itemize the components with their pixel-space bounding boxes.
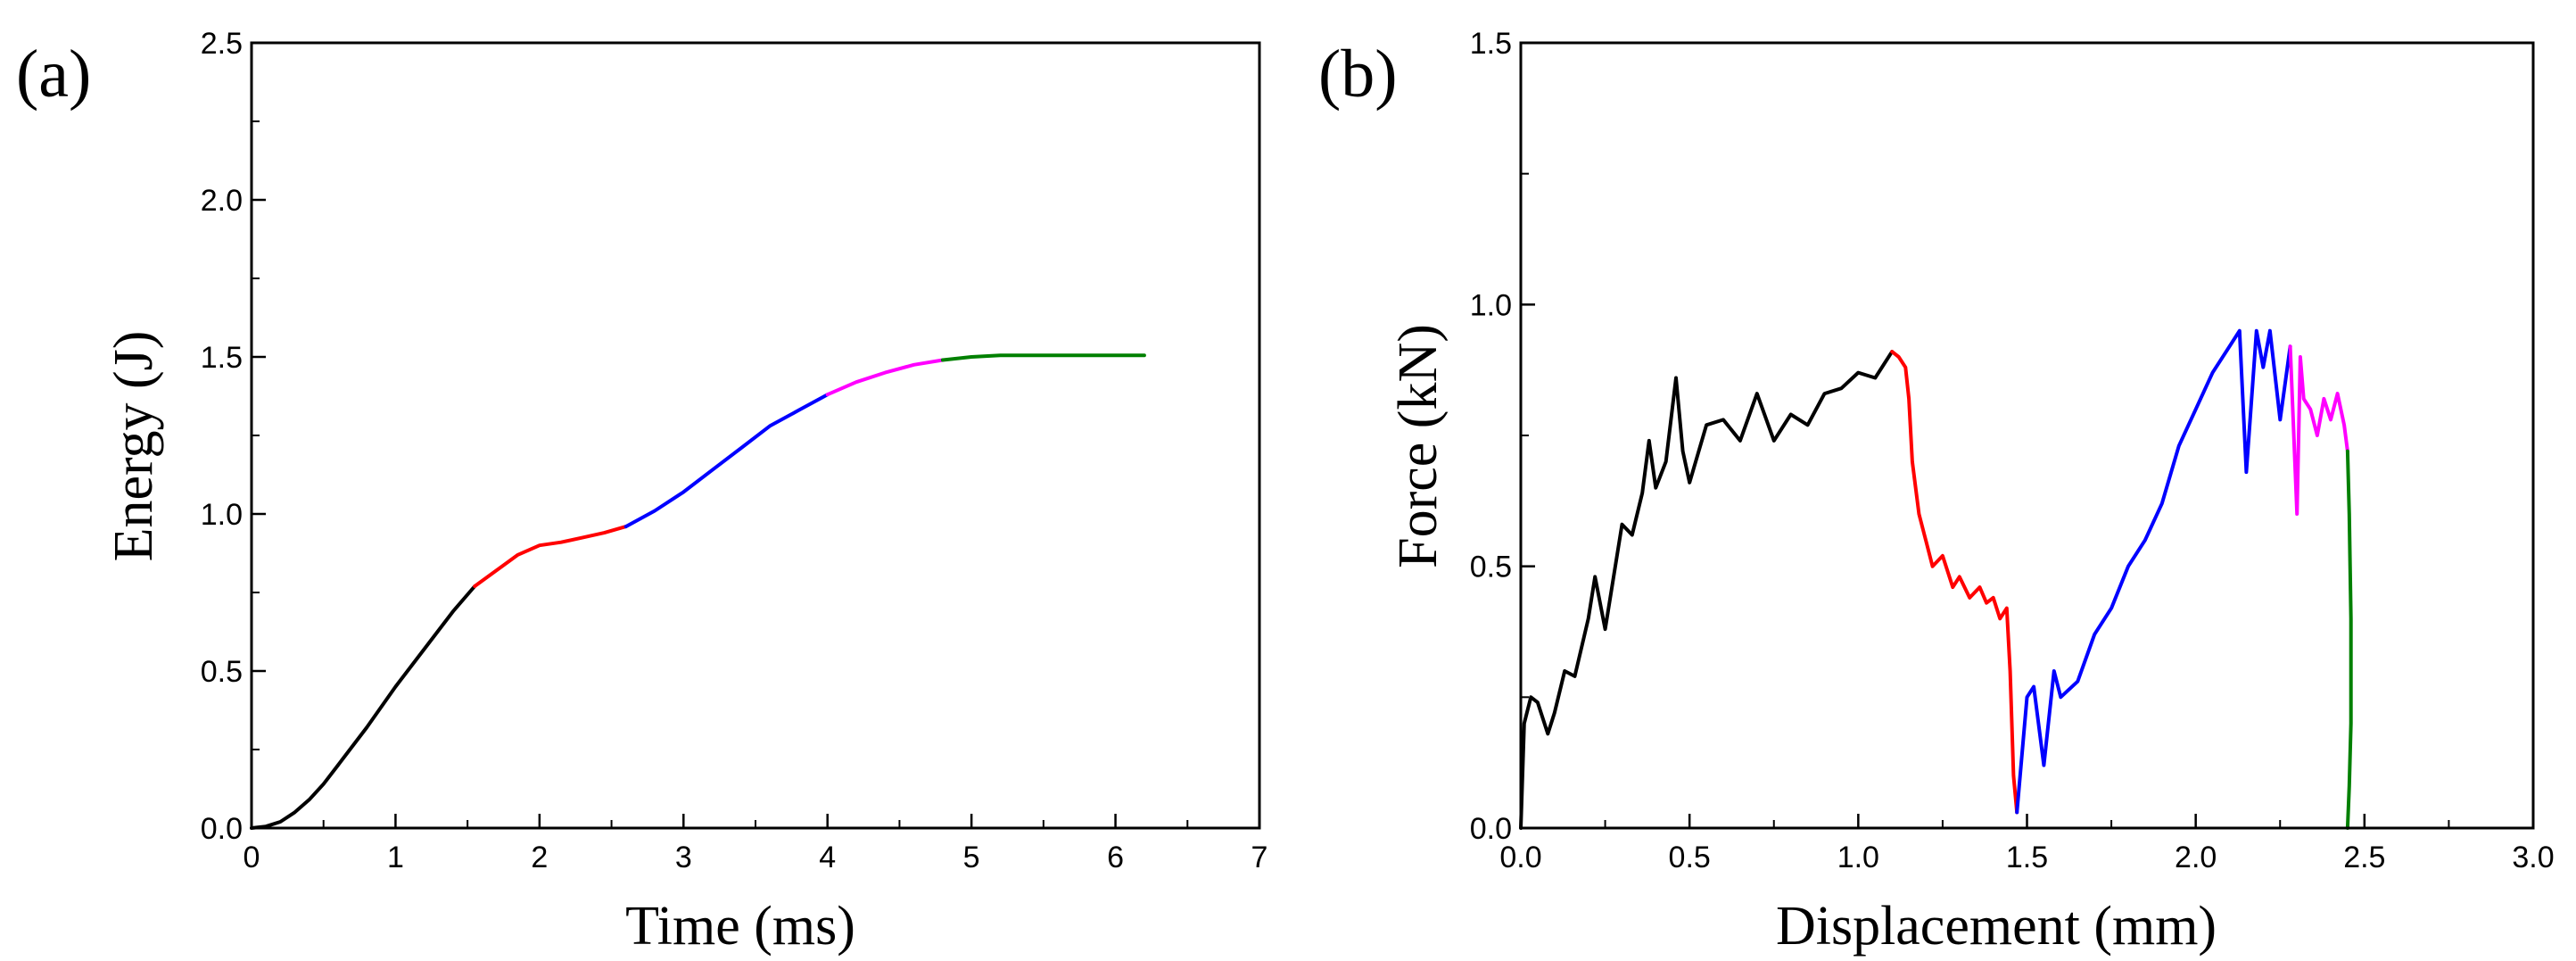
- plot-frame-b: [1519, 41, 2535, 830]
- series-line-b-3: [2288, 344, 2349, 516]
- x-tick-label-a: 0: [244, 841, 260, 874]
- series-line-a-1: [473, 525, 628, 588]
- x-tick-label-a: 2: [531, 841, 548, 874]
- x-tick-label-a: 6: [1107, 841, 1124, 874]
- y-tick-label-a: 2.0: [201, 184, 243, 218]
- x-axis-title-b: Displacement (mm): [1776, 896, 2217, 957]
- y-tick-label-b: 1.5: [1470, 27, 1512, 61]
- ticks-b: 0.0 0.5 1.0 1.5 2.0 2.5 3.0 0.0 0.5 1.0 1.5: [1470, 27, 2555, 874]
- y-tick-label-b: 0.0: [1470, 812, 1512, 846]
- panel-b-force-displacement: (b) Displacement (mm) Force (kN) 0.0 0.5 1…: [1318, 27, 2555, 957]
- y-tick-label-b: 1.0: [1470, 288, 1512, 322]
- y-tick-label-a: 2.5: [201, 27, 243, 61]
- x-tick-label-b: 0.0: [1499, 841, 1541, 874]
- series-line-b-0: [1519, 350, 1895, 830]
- panel-label-b: (b): [1318, 37, 1398, 112]
- y-tick-label-a: 1.5: [201, 341, 243, 375]
- y-axis-title-b: Force (kN): [1388, 324, 1449, 568]
- x-tick-label-b: 2.0: [2175, 841, 2217, 874]
- x-tick-label-a: 4: [819, 841, 836, 874]
- series-line-a-0: [250, 584, 477, 830]
- series-a: [250, 353, 1146, 830]
- panel-a-energy-time: (a) Time (ms) Energy (J) 0 1 2 3 4 5 6 7 0.0 0.5 1…: [16, 27, 1267, 957]
- panel-label-a: (a): [16, 37, 91, 112]
- y-axis-title-a: Energy (J): [103, 331, 164, 562]
- x-tick-label-a: 7: [1251, 841, 1268, 874]
- x-tick-label-b: 1.5: [2006, 841, 2048, 874]
- series-line-a-2: [623, 393, 830, 529]
- ticks-a: 0 1 2 3 4 5 6 7 0.0 0.5 1.0 1.5 2.0 2.5: [201, 27, 1268, 874]
- series-line-a-3: [825, 358, 945, 397]
- series-line-a-4: [940, 353, 1146, 362]
- x-tick-label-b: 0.5: [1669, 841, 1711, 874]
- x-tick-label-a: 3: [675, 841, 692, 874]
- x-tick-label-b: 2.5: [2343, 841, 2385, 874]
- x-tick-label-b: 1.0: [1837, 841, 1879, 874]
- x-tick-label-b: 3.0: [2512, 841, 2554, 874]
- x-tick-label-a: 1: [387, 841, 404, 874]
- x-tick-label-a: 5: [963, 841, 980, 874]
- series-line-b-4: [2345, 449, 2353, 830]
- plot-frame-a: [250, 41, 1261, 830]
- series-b: [1519, 328, 2353, 830]
- y-tick-label-a: 0.0: [201, 812, 243, 846]
- y-tick-label-b: 0.5: [1470, 551, 1512, 584]
- series-line-b-2: [2015, 328, 2292, 815]
- y-tick-label-a: 0.5: [201, 655, 243, 689]
- y-tick-label-a: 1.0: [201, 498, 243, 532]
- x-axis-title-a: Time (ms): [625, 896, 855, 957]
- series-line-b-1: [1890, 350, 2019, 815]
